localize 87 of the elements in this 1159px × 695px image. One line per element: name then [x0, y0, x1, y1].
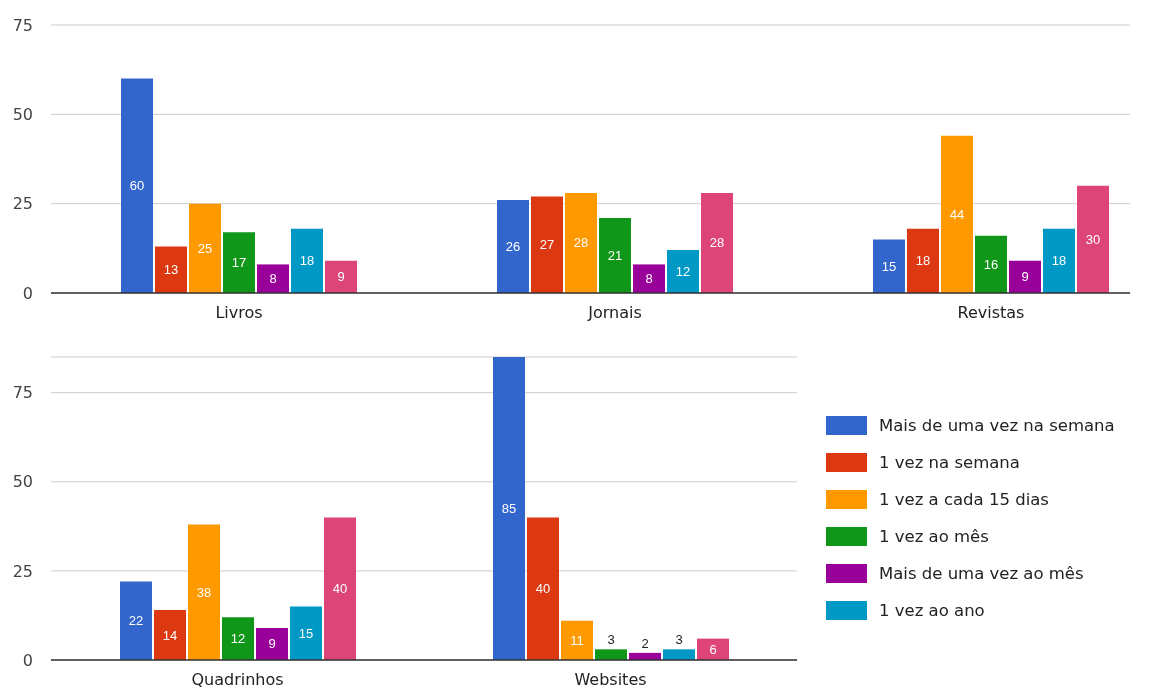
- data-label: 12: [675, 264, 691, 280]
- data-label: 40: [332, 581, 348, 597]
- data-label: 8: [269, 271, 277, 287]
- data-label: 85: [501, 501, 517, 516]
- data-label: 25: [197, 240, 213, 256]
- bar: [663, 649, 695, 660]
- x-tick-label: Jornais: [587, 303, 642, 323]
- bar: [561, 620, 593, 660]
- bar: [497, 200, 529, 293]
- bar: [256, 627, 288, 660]
- bar: [667, 250, 699, 293]
- y-tick-label: 0: [22, 283, 33, 303]
- y-tick-label: 0: [22, 650, 33, 670]
- legend-label: Mais de uma vez ao mês: [879, 563, 1084, 583]
- bar: [154, 610, 186, 660]
- bar: [941, 135, 973, 293]
- bar: [1009, 260, 1041, 293]
- y-tick-label: 50: [12, 105, 33, 125]
- bar: [493, 357, 525, 660]
- bar: [565, 192, 597, 293]
- data-label: 60: [129, 178, 145, 194]
- data-label: 8: [645, 271, 653, 287]
- data-label: 40: [535, 581, 551, 597]
- data-label: 2: [641, 635, 649, 651]
- bar: [975, 235, 1007, 293]
- y-tick-label: 25: [12, 194, 33, 214]
- y-tick-label: 75: [12, 383, 33, 403]
- data-label: 3: [675, 632, 683, 648]
- bar: [155, 246, 187, 293]
- bar: [120, 581, 152, 660]
- data-label: 12: [230, 631, 246, 647]
- data-label: 38: [196, 584, 212, 600]
- data-label: 28: [709, 235, 725, 251]
- bar: [907, 228, 939, 293]
- data-label: 27: [539, 237, 555, 253]
- y-tick-label: 50: [12, 472, 33, 492]
- bar: [873, 239, 905, 293]
- bar: [257, 264, 289, 293]
- data-label: 17: [231, 255, 247, 271]
- bar: [595, 649, 627, 660]
- bar: [325, 260, 357, 293]
- data-label: 21: [607, 247, 623, 263]
- data-label: 15: [881, 258, 897, 274]
- bar: [188, 524, 220, 660]
- data-label: 13: [163, 262, 179, 278]
- data-label: 9: [1021, 269, 1029, 285]
- bar: [599, 217, 631, 293]
- data-label: 9: [268, 636, 276, 652]
- data-label: 28: [573, 235, 589, 251]
- x-tick-label: Quadrinhos: [191, 670, 284, 690]
- data-label: 6: [709, 641, 717, 657]
- bar: [1077, 185, 1109, 293]
- y-tick-label: 75: [12, 15, 33, 35]
- data-label: 22: [128, 613, 144, 629]
- legend-label: 1 vez a cada 15 dias: [879, 489, 1049, 509]
- legend-label: 1 vez na semana: [879, 452, 1020, 472]
- bar: [701, 192, 733, 293]
- data-label: 9: [337, 269, 345, 285]
- bar: [121, 78, 153, 293]
- y-tick-label: 25: [12, 561, 33, 581]
- data-label: 18: [1051, 253, 1067, 269]
- data-label: 3: [607, 632, 615, 648]
- bar: [291, 228, 323, 293]
- data-label: 26: [505, 239, 521, 255]
- bar: [223, 232, 255, 293]
- bar: [527, 517, 559, 660]
- bar: [1043, 228, 1075, 293]
- bar: [531, 196, 563, 293]
- bar: [189, 203, 221, 293]
- data-label: 15: [298, 625, 314, 641]
- data-label: 18: [299, 253, 315, 269]
- x-tick-label: Websites: [574, 670, 647, 690]
- legend-label: 1 vez ao mês: [879, 526, 989, 546]
- data-label: 16: [983, 256, 999, 272]
- x-tick-label: Livros: [215, 303, 263, 323]
- data-label: 30: [1085, 231, 1101, 247]
- bar: [633, 264, 665, 293]
- bar: [324, 517, 356, 660]
- data-label: 11: [570, 632, 584, 648]
- legend-label: Mais de uma vez na semana: [879, 415, 1115, 435]
- x-tick-label: Revistas: [957, 303, 1025, 323]
- bar: [290, 606, 322, 660]
- legend-label: 1 vez ao ano: [879, 600, 985, 620]
- data-label: 18: [915, 253, 931, 269]
- data-label: 44: [949, 206, 965, 222]
- data-label: 14: [162, 627, 178, 643]
- bar: [222, 617, 254, 660]
